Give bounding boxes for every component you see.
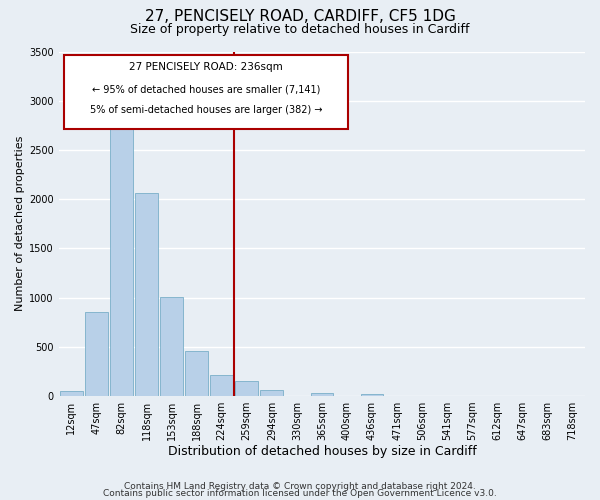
Bar xyxy=(185,350,208,396)
Y-axis label: Number of detached properties: Number of detached properties xyxy=(15,136,25,312)
Text: Contains public sector information licensed under the Open Government Licence v3: Contains public sector information licen… xyxy=(103,488,497,498)
Text: Size of property relative to detached houses in Cardiff: Size of property relative to detached ho… xyxy=(130,22,470,36)
Bar xyxy=(135,193,158,396)
Bar xyxy=(85,312,107,396)
Bar xyxy=(110,128,133,396)
Text: 5% of semi-detached houses are larger (382) →: 5% of semi-detached houses are larger (3… xyxy=(90,105,322,115)
Bar xyxy=(311,393,333,396)
Bar xyxy=(60,391,83,396)
X-axis label: Distribution of detached houses by size in Cardiff: Distribution of detached houses by size … xyxy=(167,444,476,458)
Text: ← 95% of detached houses are smaller (7,141): ← 95% of detached houses are smaller (7,… xyxy=(92,84,320,94)
Text: 27 PENCISELY ROAD: 236sqm: 27 PENCISELY ROAD: 236sqm xyxy=(129,62,283,72)
Bar xyxy=(211,376,233,396)
Bar xyxy=(260,390,283,396)
Text: Contains HM Land Registry data © Crown copyright and database right 2024.: Contains HM Land Registry data © Crown c… xyxy=(124,482,476,491)
Bar xyxy=(160,296,183,396)
FancyBboxPatch shape xyxy=(64,55,348,129)
Bar xyxy=(361,394,383,396)
Text: 27, PENCISELY ROAD, CARDIFF, CF5 1DG: 27, PENCISELY ROAD, CARDIFF, CF5 1DG xyxy=(145,9,455,24)
Bar xyxy=(235,381,258,396)
